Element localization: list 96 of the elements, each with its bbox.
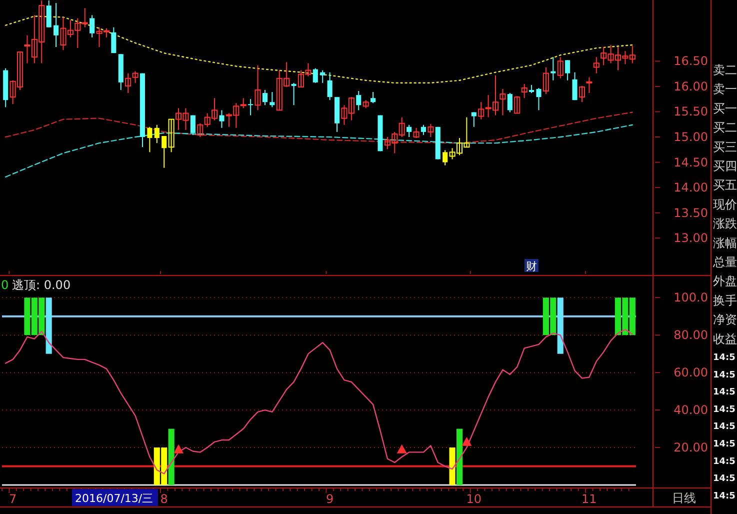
candlestick bbox=[507, 92, 512, 113]
candlestick bbox=[420, 124, 426, 136]
text: 2016/07/13/三 bbox=[75, 492, 154, 505]
text: 14:5 bbox=[713, 440, 736, 450]
annotation: 财 bbox=[526, 260, 537, 273]
text: 卖一 bbox=[713, 82, 737, 96]
text: 换手 bbox=[713, 293, 737, 308]
x-tick-label: 9 bbox=[326, 492, 334, 506]
candlestick bbox=[550, 56, 556, 81]
y-tick-label: 100.0 bbox=[674, 290, 708, 305]
candlestick bbox=[46, 0, 52, 28]
text: 买一 bbox=[713, 101, 737, 116]
candlestick bbox=[248, 98, 254, 116]
x-tick-label: 11 bbox=[582, 492, 597, 506]
y-tick-label: 13.00 bbox=[674, 231, 708, 246]
candlestick bbox=[90, 14, 95, 38]
y-tick-label: 60.00 bbox=[674, 366, 708, 380]
candlestick bbox=[572, 72, 578, 101]
text: 外盘 bbox=[713, 274, 737, 288]
line-series bbox=[5, 16, 633, 84]
candlestick bbox=[327, 72, 332, 101]
candlestick bbox=[514, 96, 520, 114]
candlestick bbox=[219, 110, 224, 128]
text: 涨跌 bbox=[713, 216, 737, 231]
annotation: 0 bbox=[1, 278, 9, 292]
bar bbox=[168, 428, 174, 485]
candlestick bbox=[190, 114, 196, 136]
candlestick bbox=[557, 56, 564, 79]
text: 买五 bbox=[713, 178, 737, 192]
y-tick-label: 14.00 bbox=[674, 180, 708, 195]
candlestick bbox=[262, 89, 268, 106]
text: 买三 bbox=[713, 140, 737, 154]
text: 14:5 bbox=[713, 370, 736, 380]
candlestick bbox=[521, 83, 528, 99]
candlestick bbox=[132, 70, 138, 84]
text: 现价 bbox=[713, 197, 737, 212]
candlestick bbox=[586, 76, 592, 94]
candlestick bbox=[111, 26, 116, 54]
candlestick bbox=[125, 72, 132, 94]
text: 14:5 bbox=[713, 388, 736, 398]
candlestick bbox=[147, 126, 152, 153]
candlestick bbox=[442, 150, 448, 166]
candlestick bbox=[370, 92, 376, 104]
text: 买四 bbox=[713, 159, 737, 173]
text: 总量 bbox=[712, 255, 737, 269]
candlestick bbox=[168, 118, 174, 153]
y-tick-label: 20.00 bbox=[674, 440, 708, 455]
text: 净资 bbox=[713, 312, 737, 327]
y-tick-label: 16.00 bbox=[674, 79, 708, 94]
bar bbox=[46, 298, 52, 354]
text: 14:5 bbox=[713, 353, 736, 363]
candlestick bbox=[356, 90, 362, 111]
candlestick bbox=[471, 112, 476, 128]
x-tick-label: 8 bbox=[160, 492, 168, 506]
y-tick-label: 15.00 bbox=[674, 130, 708, 144]
annotation: 逃顶: 0.00 bbox=[12, 278, 71, 292]
text: 收益 bbox=[713, 332, 737, 346]
candlestick bbox=[406, 124, 412, 138]
candlestick bbox=[500, 88, 506, 116]
text: 14:5 bbox=[713, 404, 736, 415]
candlestick bbox=[254, 64, 261, 111]
y-tick-label: 40.00 bbox=[674, 403, 708, 418]
candlestick bbox=[162, 135, 167, 168]
x-tick-label: 10 bbox=[466, 492, 482, 506]
x-tick-label: 7 bbox=[8, 492, 17, 506]
bar bbox=[557, 298, 564, 354]
line-series bbox=[5, 328, 633, 474]
candlestick bbox=[270, 92, 275, 108]
text: 日线 bbox=[672, 491, 696, 505]
y-tick-label: 13.50 bbox=[674, 206, 708, 220]
candlestick bbox=[413, 127, 420, 139]
y-tick-label: 80.00 bbox=[674, 328, 708, 342]
candlestick bbox=[54, 2, 59, 48]
text: 14:5 bbox=[713, 474, 736, 484]
bar bbox=[456, 428, 463, 485]
line-series bbox=[5, 124, 633, 178]
candlestick bbox=[312, 68, 318, 84]
candlestick bbox=[291, 82, 296, 106]
y-tick-label: 16.50 bbox=[674, 54, 708, 68]
text: 14:5 bbox=[713, 422, 736, 432]
text: 卖二 bbox=[713, 63, 737, 77]
candlestick bbox=[593, 56, 600, 74]
candlestick bbox=[154, 124, 160, 144]
y-tick-label: 14.50 bbox=[674, 155, 708, 170]
y-tick-label: 15.50 bbox=[674, 104, 708, 119]
candlestick bbox=[542, 66, 549, 95]
candlestick bbox=[565, 60, 570, 81]
candlestick bbox=[536, 87, 542, 111]
text: 涨幅 bbox=[713, 236, 737, 250]
bar bbox=[449, 448, 456, 485]
candlestick bbox=[578, 85, 585, 103]
candlestick bbox=[320, 70, 326, 84]
text: 14:5 bbox=[713, 491, 736, 502]
candlestick bbox=[428, 123, 434, 138]
text: 买二 bbox=[713, 120, 737, 135]
text: 14:5 bbox=[713, 456, 736, 467]
